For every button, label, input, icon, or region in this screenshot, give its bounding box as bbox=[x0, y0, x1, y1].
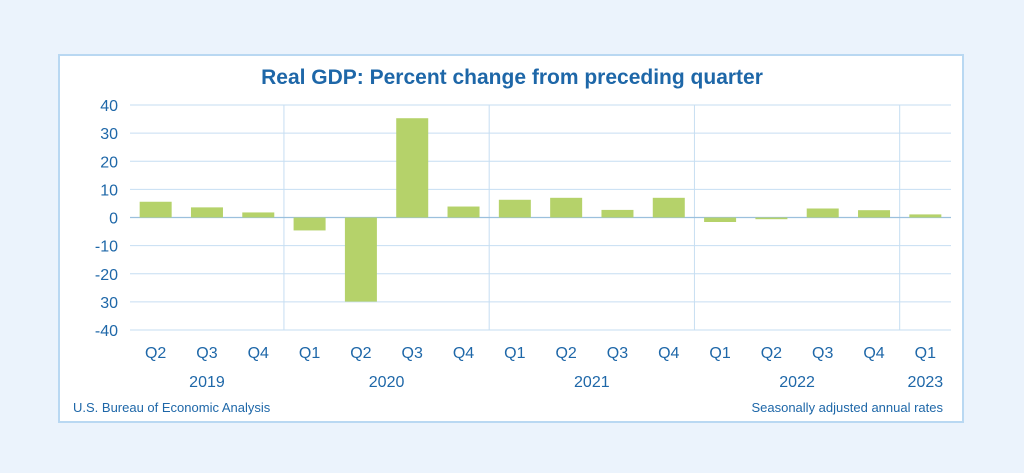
year-label: 2023 bbox=[908, 374, 944, 391]
x-axis: Q2 Q3 Q4 Q1 Q2 Q3 Q4 Q1 Q2 Q3 Q4 Q1 Q2 Q3 Q4 Q1 2019 2020… bbox=[145, 345, 943, 391]
bar bbox=[601, 209, 634, 218]
y-tick-label: 0 bbox=[109, 211, 118, 228]
year-label: 2022 bbox=[779, 374, 815, 391]
x-tick-label: Q3 bbox=[196, 345, 217, 362]
seasonal-note: Seasonally adjusted annual rates bbox=[751, 400, 943, 415]
x-tick-label: Q3 bbox=[607, 345, 628, 362]
bar bbox=[858, 210, 891, 218]
x-tick-label: Q4 bbox=[453, 345, 474, 362]
y-tick-label: 10 bbox=[100, 182, 118, 199]
chart-title: Real GDP: Percent change from preceding … bbox=[261, 66, 763, 89]
bar bbox=[242, 212, 275, 218]
y-tick-label: -40 bbox=[95, 323, 118, 340]
x-tick-label: Q3 bbox=[402, 345, 423, 362]
bar bbox=[704, 217, 737, 222]
source-note: U.S. Bureau of Economic Analysis bbox=[73, 400, 271, 415]
y-tick-label: 40 bbox=[100, 98, 118, 115]
chart-card bbox=[58, 54, 964, 423]
y-tick-label: -20 bbox=[95, 267, 118, 284]
year-label: 2021 bbox=[574, 374, 610, 391]
x-tick-label: Q2 bbox=[555, 345, 576, 362]
year-label: 2020 bbox=[369, 374, 405, 391]
x-tick-label: Q1 bbox=[709, 345, 730, 362]
bar bbox=[909, 214, 942, 218]
bar bbox=[139, 201, 172, 218]
x-tick-label: Q3 bbox=[812, 345, 833, 362]
y-tick-label: 30 bbox=[100, 126, 118, 143]
y-axis: 40 30 20 10 0 -10 -20 30 -40 bbox=[95, 98, 118, 340]
bar bbox=[755, 217, 788, 220]
bar bbox=[447, 206, 480, 218]
bar bbox=[293, 217, 326, 231]
x-tick-label: Q4 bbox=[248, 345, 269, 362]
bar bbox=[498, 199, 531, 218]
x-tick-label: Q2 bbox=[145, 345, 166, 362]
bar bbox=[550, 197, 583, 218]
year-label: 2019 bbox=[189, 374, 225, 391]
x-tick-label: Q1 bbox=[915, 345, 936, 362]
x-tick-label: Q2 bbox=[761, 345, 782, 362]
y-tick-label: 30 bbox=[100, 295, 118, 312]
x-tick-label: Q2 bbox=[350, 345, 371, 362]
bar bbox=[806, 208, 839, 218]
y-tick-label: -10 bbox=[95, 239, 118, 256]
x-tick-label: Q4 bbox=[658, 345, 679, 362]
y-tick-label: 20 bbox=[100, 154, 118, 171]
x-tick-label: Q1 bbox=[504, 345, 525, 362]
x-tick-label: Q4 bbox=[863, 345, 884, 362]
bar bbox=[652, 197, 685, 218]
bar bbox=[190, 207, 223, 218]
bar bbox=[344, 217, 377, 302]
bars bbox=[139, 118, 942, 302]
bar bbox=[396, 118, 429, 218]
x-tick-label: Q1 bbox=[299, 345, 320, 362]
